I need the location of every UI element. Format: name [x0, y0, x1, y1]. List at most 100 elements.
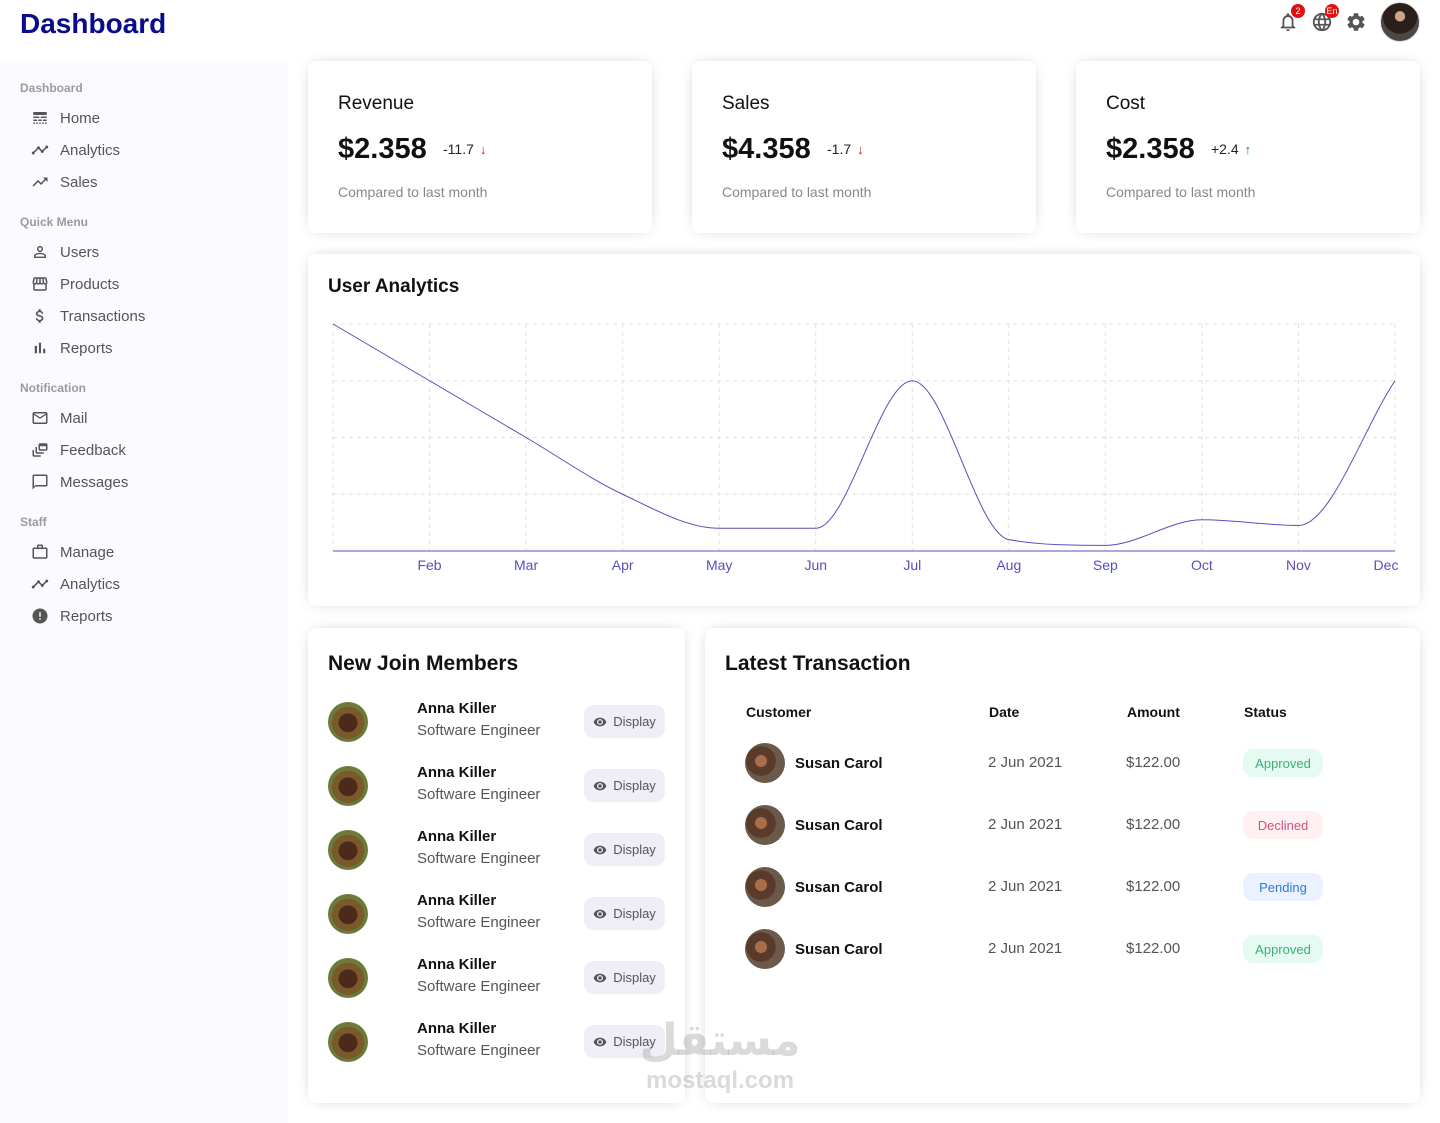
customer-avatar — [745, 867, 785, 907]
sidebar-item-staff-analytics[interactable]: Analytics — [20, 570, 260, 598]
arrow-up-icon: ↑ — [1244, 141, 1252, 157]
sidebar-item-messages[interactable]: Messages — [20, 468, 260, 496]
sidebar-item-label: Sales — [60, 173, 98, 191]
visibility-icon — [593, 973, 607, 982]
status-badge[interactable]: Approved — [1243, 935, 1323, 963]
visibility-icon — [593, 781, 607, 790]
sidebar-item-label: Home — [60, 109, 101, 127]
language-icon[interactable]: En — [1310, 4, 1339, 34]
sidebar-item-staff-reports[interactable]: Reports — [20, 602, 260, 630]
member-name: Anna Killer — [417, 700, 497, 717]
x-tick-label: Sep — [1093, 557, 1118, 573]
featured-rate: -11.7 ↓ — [443, 141, 486, 157]
featured-subtitle: Compared to last month — [338, 184, 488, 200]
sidebar-item-sales[interactable]: Sales — [20, 168, 260, 196]
line-style-icon — [20, 109, 60, 127]
status-badge[interactable]: Declined — [1243, 811, 1323, 839]
member-avatar — [328, 958, 368, 998]
bar-chart-icon — [20, 339, 60, 357]
display-button[interactable]: Display — [584, 1025, 665, 1058]
column-header-customer: Customer — [746, 704, 812, 720]
customer-avatar — [745, 743, 785, 783]
x-tick-label: Nov — [1286, 557, 1311, 573]
latest-transaction-widget: Latest Transaction Customer Date Amount … — [705, 628, 1420, 1103]
x-tick-label: Feb — [417, 557, 441, 573]
display-button[interactable]: Display — [584, 961, 665, 994]
table-row: Susan Carol 2 Jun 2021 $122.00 Approved — [745, 929, 1385, 969]
member-avatar — [328, 830, 368, 870]
featured-rate-value: -11.7 — [443, 141, 474, 157]
sidebar-section-title: Quick Menu — [20, 215, 89, 229]
customer-avatar — [745, 805, 785, 845]
sidebar-section-title: Dashboard — [20, 81, 83, 95]
featured-subtitle: Compared to last month — [1106, 184, 1256, 200]
sidebar-item-analytics[interactable]: Analytics — [20, 136, 260, 164]
display-button[interactable]: Display — [584, 769, 665, 802]
user-avatar[interactable] — [1380, 2, 1420, 42]
featured-money: $2.358 — [338, 133, 427, 165]
display-button-label: Display — [613, 906, 656, 921]
sidebar-item-label: Reports — [60, 607, 113, 625]
column-header-amount: Amount — [1127, 704, 1180, 720]
sidebar-item-feedback[interactable]: Feedback — [20, 436, 260, 464]
table-row: Susan Carol 2 Jun 2021 $122.00 Approved — [745, 743, 1385, 783]
watermark-latin: mostaql.com — [645, 1067, 795, 1094]
notifications-icon[interactable]: 2 — [1276, 4, 1305, 34]
featured-rate-value: -1.7 — [827, 141, 852, 157]
display-button[interactable]: Display — [584, 833, 665, 866]
visibility-icon — [593, 845, 607, 854]
member-item: Anna Killer Software Engineer Display — [328, 828, 668, 872]
person-outline-icon — [20, 243, 60, 261]
sidebar-item-label: Users — [60, 243, 100, 261]
member-job: Software Engineer — [417, 914, 541, 931]
featured-card-cost: Cost $2.358 +2.4 ↑ Compared to last mont… — [1076, 61, 1420, 233]
widget-title: New Join Members — [328, 652, 519, 675]
member-item: Anna Killer Software Engineer Display — [328, 700, 668, 744]
storefront-icon — [20, 275, 60, 293]
sidebar-item-products[interactable]: Products — [20, 270, 260, 298]
display-button[interactable]: Display — [584, 705, 665, 738]
sidebar-item-home[interactable]: Home — [20, 104, 260, 132]
transaction-date: 2 Jun 2021 — [988, 754, 1063, 771]
featured-money: $2.358 — [1106, 133, 1195, 165]
table-row: Susan Carol 2 Jun 2021 $122.00 Declined — [745, 805, 1385, 845]
widget-title: Latest Transaction — [725, 652, 911, 675]
sidebar-item-reports[interactable]: Reports — [20, 334, 260, 362]
featured-card-sales: Sales $4.358 -1.7 ↓ Compared to last mon… — [692, 61, 1036, 233]
member-name: Anna Killer — [417, 828, 497, 845]
display-button[interactable]: Display — [584, 897, 665, 930]
featured-rate: +2.4 ↑ — [1211, 141, 1251, 157]
sidebar-item-transactions[interactable]: Transactions — [20, 302, 260, 330]
customer-name: Susan Carol — [795, 941, 883, 958]
member-name: Anna Killer — [417, 892, 497, 909]
sidebar-item-label: Manage — [60, 543, 115, 561]
featured-money: $4.358 — [722, 133, 811, 165]
topbar: Dashboard 2 En — [0, 0, 1440, 60]
member-avatar — [328, 702, 368, 742]
topbar-icons: 2 En — [1276, 2, 1420, 42]
member-job: Software Engineer — [417, 722, 541, 739]
status-badge[interactable]: Approved — [1243, 749, 1323, 777]
featured-title: Revenue — [338, 93, 415, 114]
mail-outline-icon — [20, 409, 60, 427]
display-button-label: Display — [613, 842, 656, 857]
sidebar-item-label: Analytics — [60, 141, 121, 159]
arrow-down-icon: ↓ — [857, 141, 864, 157]
status-badge[interactable]: Pending — [1243, 873, 1323, 901]
sidebar-item-label: Analytics — [60, 575, 121, 593]
sidebar-section-title: Staff — [20, 515, 47, 529]
chat-bubble-outline-icon — [20, 473, 60, 491]
customer-name: Susan Carol — [795, 879, 883, 896]
transaction-amount: $122.00 — [1126, 816, 1181, 833]
sidebar-item-mail[interactable]: Mail — [20, 404, 260, 432]
member-item: Anna Killer Software Engineer Display — [328, 956, 668, 1000]
sidebar-item-users[interactable]: Users — [20, 238, 260, 266]
transaction-amount: $122.00 — [1126, 878, 1181, 895]
sidebar-item-manage[interactable]: Manage — [20, 538, 260, 566]
display-button-label: Display — [613, 778, 656, 793]
notification-badge: 2 — [1291, 4, 1305, 18]
watermark-logo: مستقل mostaql.com — [630, 1015, 810, 1105]
logo[interactable]: Dashboard — [20, 8, 167, 39]
settings-icon[interactable] — [1344, 10, 1368, 34]
x-tick-label: May — [706, 557, 732, 573]
